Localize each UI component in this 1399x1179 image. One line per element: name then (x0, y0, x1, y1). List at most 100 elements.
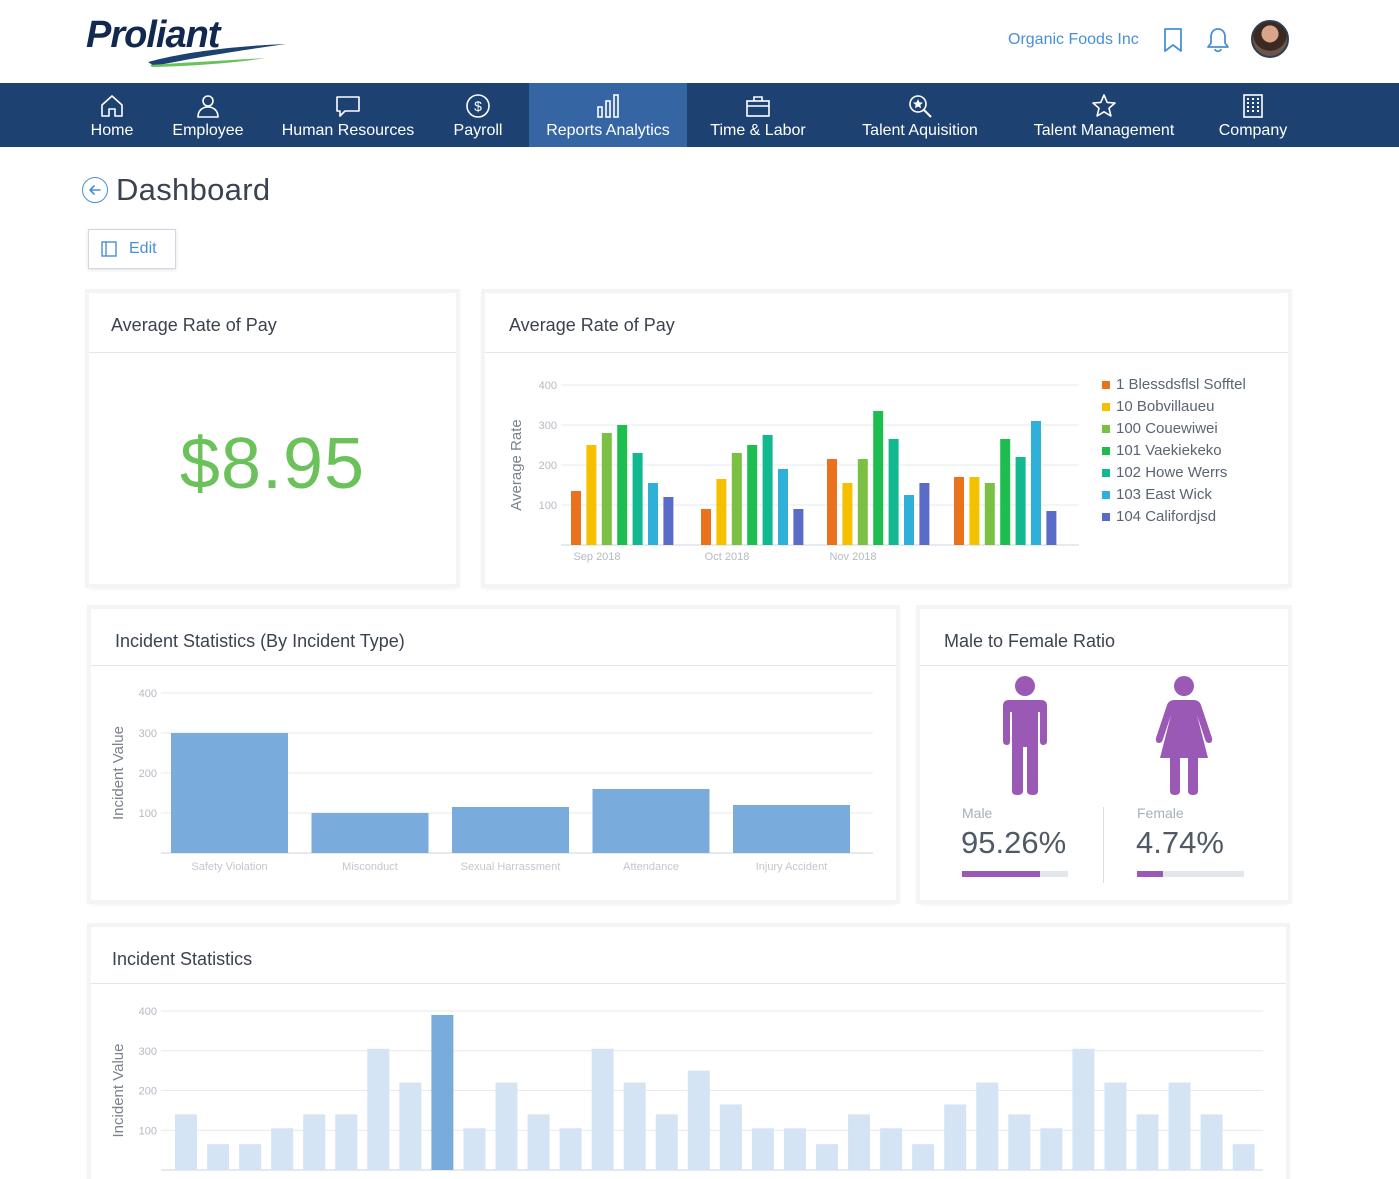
bar (399, 1082, 422, 1170)
card-divider (920, 665, 1288, 666)
bar (816, 1144, 838, 1170)
legend-item[interactable]: 100 Couewiwei (1102, 420, 1218, 437)
card-divider (91, 983, 1286, 984)
bar (623, 1082, 646, 1170)
x-tick-label: Oct 2018 (705, 551, 750, 563)
legend-label: 104 Califordjsd (1116, 508, 1217, 525)
svg-text:$: $ (474, 98, 482, 114)
y-tick-label: 100 (139, 808, 157, 820)
nav-item-reports-analytics[interactable]: Reports Analytics (529, 83, 687, 147)
y-tick-label: 400 (539, 380, 557, 392)
bar (888, 439, 899, 545)
bar (1232, 1144, 1255, 1170)
male-label: Male (962, 805, 993, 821)
bar (271, 1128, 294, 1170)
avg-pay-value: $8.95 (179, 424, 366, 504)
back-button[interactable] (82, 177, 108, 203)
male-progress-bar (962, 871, 1068, 877)
nav-item-home[interactable]: Home (82, 83, 142, 147)
bar (1040, 1128, 1063, 1170)
bar (873, 411, 884, 545)
legend-item[interactable]: 102 Howe Werrs (1102, 464, 1227, 481)
proliant-logo[interactable]: Proliant (86, 14, 296, 70)
page-title: Dashboard (116, 172, 271, 207)
search-star-icon (909, 95, 932, 118)
bar (880, 1128, 903, 1170)
main-nav: Home Employee Human Resources $ Payroll … (0, 83, 1399, 147)
bar (701, 509, 711, 545)
avatar[interactable] (1251, 20, 1289, 58)
nav-item-payroll[interactable]: $ Payroll (448, 83, 508, 147)
nav-item-talent-aquisition[interactable]: Talent Aquisition (852, 83, 988, 147)
x-tick-label: Injury Accident (756, 861, 828, 873)
bar (842, 483, 853, 545)
avg-pay-bar-chart: 100 200 300 400 Average Rate Sep 2018 Oct 2018… (508, 380, 1079, 563)
bar (1015, 457, 1026, 545)
legend-item[interactable]: 1 Blessdsflsl Sofftel (1102, 376, 1246, 393)
nav-item-employee[interactable]: Employee (168, 83, 248, 147)
legend-item[interactable]: 104 Califordjsd (1102, 508, 1216, 525)
bookmark-icon[interactable] (1160, 26, 1186, 54)
nav-label: Talent Aquisition (862, 122, 978, 139)
bar (954, 477, 964, 545)
bar (335, 1114, 358, 1170)
gender-divider (1103, 807, 1104, 883)
bar (733, 805, 850, 853)
nav-label: Human Resources (281, 122, 415, 139)
nav-item-time-labor[interactable]: Time & Labor (705, 83, 811, 147)
bar (919, 483, 930, 545)
dollar-icon: $ (466, 94, 490, 118)
chat-icon (336, 96, 360, 117)
bar (463, 1128, 486, 1170)
y-tick-label: 300 (139, 728, 157, 740)
bar (912, 1144, 935, 1170)
gender-ratio-card: Male to Female Ratio Male 95.26% Female … (920, 609, 1288, 900)
legend-swatch (1102, 512, 1110, 521)
female-figure-icon (1155, 676, 1213, 795)
bar (663, 497, 674, 545)
female-progress-bar (1137, 871, 1244, 877)
y-tick-label: 100 (539, 500, 557, 512)
bell-icon[interactable] (1205, 26, 1231, 54)
x-tick-label: Sep 2018 (573, 551, 620, 563)
legend-label: 1 Blessdsflsl Sofftel (1116, 376, 1246, 393)
y-tick-label: 300 (539, 420, 557, 432)
male-figure-icon (1003, 676, 1047, 795)
card-divider (485, 352, 1288, 353)
bar (586, 445, 597, 545)
bar-chart-icon (597, 94, 619, 118)
company-name[interactable]: Organic Foods Inc (1008, 31, 1139, 48)
nav-item-talent-management[interactable]: Talent Management (1026, 83, 1182, 147)
bar (944, 1104, 967, 1170)
bar (175, 1114, 197, 1170)
bar (591, 1048, 614, 1170)
y-axis-label: Average Rate (508, 419, 525, 510)
legend-label: 101 Vaekiekeko (1116, 442, 1222, 459)
logo-swoosh-icon (148, 44, 286, 67)
nav-label: Home (90, 122, 134, 139)
female-label: Female (1137, 805, 1184, 821)
bar (1031, 421, 1041, 545)
legend-item[interactable]: 10 Bobvillaueu (1102, 398, 1214, 415)
legend-swatch (1102, 468, 1110, 477)
card-title: Male to Female Ratio (944, 631, 1116, 651)
legend-swatch (1102, 380, 1110, 389)
x-tick-label: Attendance (623, 861, 679, 873)
bar (904, 495, 914, 545)
nav-item-company[interactable]: Company (1214, 83, 1292, 147)
y-tick-label: 300 (139, 1046, 157, 1058)
nav-item-human-resources[interactable]: Human Resources (278, 83, 418, 147)
edit-button[interactable]: Edit (88, 229, 176, 269)
legend-item[interactable]: 103 East Wick (1102, 486, 1212, 503)
bar (1136, 1114, 1159, 1170)
bar (747, 445, 758, 545)
male-progress-fill (962, 871, 1041, 877)
bar (592, 789, 710, 853)
y-axis-label: Incident Value (110, 726, 127, 820)
bar (751, 1128, 774, 1170)
bar (648, 483, 658, 545)
building-icon (1243, 94, 1263, 118)
legend-item[interactable]: 101 Vaekiekeko (1102, 442, 1222, 459)
bar (716, 479, 727, 545)
y-tick-label: 200 (139, 768, 157, 780)
